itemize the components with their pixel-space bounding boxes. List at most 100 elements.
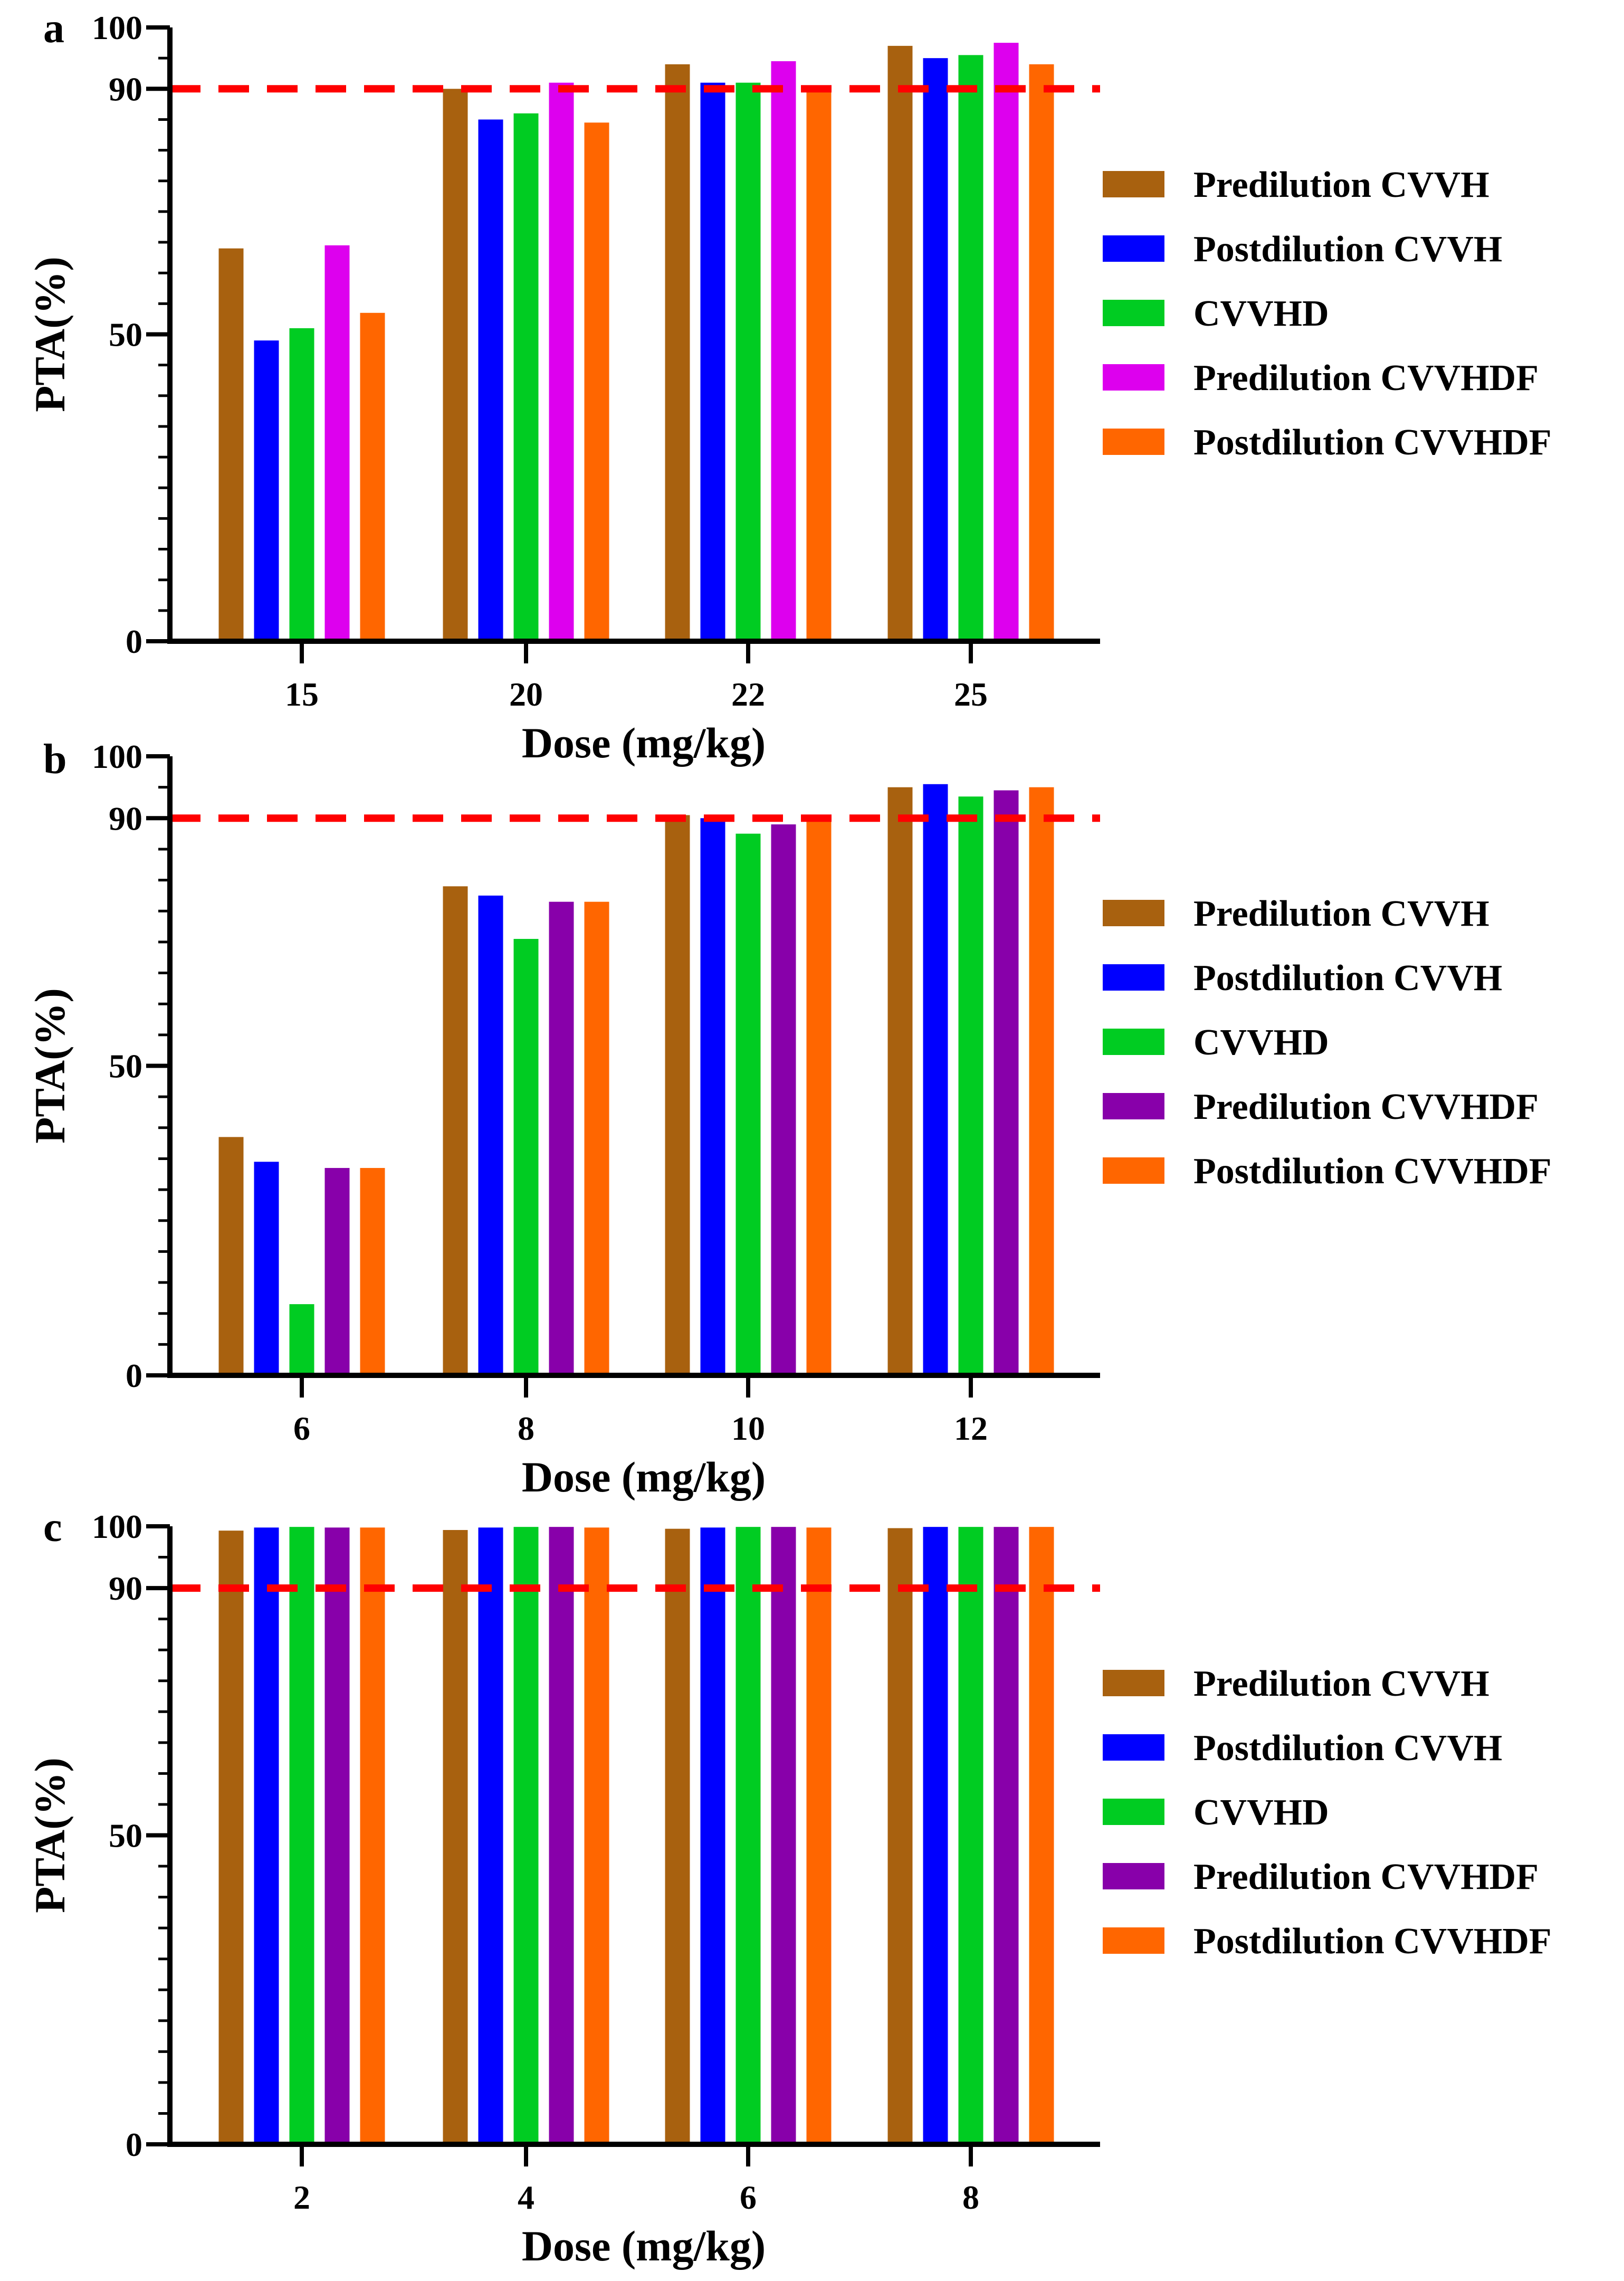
bar-a-20-5 bbox=[584, 122, 609, 641]
legend-label-a-3: CVVHD bbox=[1193, 293, 1329, 334]
y-axis-title-c: PTA(%) bbox=[26, 1757, 74, 1913]
y-tick-label-b: 0 bbox=[126, 1357, 142, 1394]
bar-c-8-3 bbox=[958, 1527, 983, 2144]
bar-c-6-1 bbox=[665, 1528, 690, 2144]
legend-label-c-1: Predilution CVVH bbox=[1193, 1664, 1489, 1704]
bar-b-12-5 bbox=[1029, 787, 1054, 1375]
legend-label-c-3: CVVHD bbox=[1193, 1792, 1329, 1833]
y-tick-label-a: 0 bbox=[126, 623, 142, 660]
bar-b-10-1 bbox=[665, 815, 690, 1375]
legend-label-b-1: Predilution CVVH bbox=[1193, 894, 1489, 934]
x-tick-label-c: 2 bbox=[293, 2179, 310, 2216]
legend-label-b-3: CVVHD bbox=[1193, 1022, 1329, 1063]
legend-swatch-b-2 bbox=[1103, 964, 1164, 991]
bar-a-15-5 bbox=[360, 312, 385, 641]
legend-swatch-b-3 bbox=[1103, 1029, 1164, 1055]
bar-c-2-5 bbox=[360, 1527, 385, 2144]
legend-label-c-2: Postdilution CVVH bbox=[1193, 1728, 1502, 1769]
bar-a-15-1 bbox=[218, 248, 244, 641]
panel-letter-b: b bbox=[43, 736, 67, 783]
x-axis-title-b: Dose (mg/kg) bbox=[522, 1453, 766, 1501]
bar-c-8-1 bbox=[887, 1528, 913, 2144]
x-tick-label-a: 15 bbox=[285, 676, 319, 713]
bar-a-22-1 bbox=[665, 64, 690, 641]
bar-c-6-4 bbox=[771, 1527, 796, 2144]
legend-label-b-2: Postdilution CVVH bbox=[1193, 958, 1502, 999]
x-axis-title-c: Dose (mg/kg) bbox=[522, 2222, 766, 2270]
x-tick-label-b: 10 bbox=[731, 1410, 765, 1447]
bar-c-2-2 bbox=[254, 1527, 279, 2144]
bar-c-8-4 bbox=[993, 1527, 1019, 2144]
bar-a-15-2 bbox=[254, 340, 279, 641]
legend-label-a-2: Postdilution CVVH bbox=[1193, 229, 1502, 270]
y-tick-label-c: 50 bbox=[109, 1817, 142, 1855]
bar-b-8-2 bbox=[478, 895, 503, 1375]
bar-c-6-2 bbox=[700, 1527, 725, 2144]
bar-c-4-3 bbox=[513, 1527, 539, 2144]
y-tick-label-c: 0 bbox=[126, 2126, 142, 2163]
bar-b-6-3 bbox=[289, 1304, 314, 1375]
bar-c-2-3 bbox=[289, 1527, 314, 2144]
y-tick-label-b: 90 bbox=[109, 800, 142, 837]
panel-a: a 0 50 90 100 15 20 22 25 Dose (mg/kg) PTA(%) Predi… bbox=[26, 5, 1552, 767]
bar-c-4-1 bbox=[443, 1530, 468, 2144]
legend-label-a-5: Postdilution CVVHDF bbox=[1193, 422, 1552, 463]
bar-a-20-3 bbox=[513, 113, 539, 641]
bar-c-2-1 bbox=[218, 1531, 244, 2144]
legend-swatch-c-2 bbox=[1103, 1734, 1164, 1761]
legend-swatch-a-3 bbox=[1103, 300, 1164, 326]
legend-label-a-1: Predilution CVVH bbox=[1193, 165, 1489, 205]
y-tick-label-a: 100 bbox=[92, 9, 142, 46]
bar-a-25-4 bbox=[993, 43, 1019, 642]
y-tick-label-a: 90 bbox=[109, 70, 142, 108]
legend-label-c-5: Postdilution CVVHDF bbox=[1193, 1921, 1552, 1962]
x-tick-label-a: 25 bbox=[954, 676, 988, 713]
legend-swatch-c-1 bbox=[1103, 1670, 1164, 1696]
bar-a-22-2 bbox=[700, 82, 725, 641]
legend-swatch-a-5 bbox=[1103, 429, 1164, 455]
bar-b-12-3 bbox=[958, 796, 983, 1375]
bar-a-25-2 bbox=[923, 58, 948, 641]
bar-a-25-1 bbox=[887, 45, 913, 641]
bar-c-4-2 bbox=[478, 1527, 503, 2144]
bar-c-6-3 bbox=[735, 1527, 761, 2144]
legend-label-c-4: Predilution CVVHDF bbox=[1193, 1857, 1539, 1897]
y-tick-label-c: 100 bbox=[92, 1508, 142, 1545]
x-tick-label-b: 6 bbox=[293, 1410, 310, 1447]
panel-letter-a: a bbox=[43, 5, 64, 52]
bar-b-8-1 bbox=[443, 886, 468, 1375]
y-tick-label-a: 50 bbox=[109, 316, 142, 354]
bar-a-20-2 bbox=[478, 119, 503, 641]
bar-b-10-3 bbox=[735, 833, 761, 1375]
bar-c-8-5 bbox=[1029, 1527, 1054, 2144]
bar-a-25-3 bbox=[958, 55, 983, 642]
bar-c-4-4 bbox=[549, 1527, 574, 2144]
bar-b-10-5 bbox=[806, 818, 832, 1375]
legend-label-a-4: Predilution CVVHDF bbox=[1193, 358, 1539, 398]
bar-b-8-4 bbox=[549, 901, 574, 1375]
bar-a-22-5 bbox=[806, 89, 832, 641]
legend-swatch-a-4 bbox=[1103, 364, 1164, 391]
bar-b-10-4 bbox=[771, 824, 796, 1375]
legend-label-b-5: Postdilution CVVHDF bbox=[1193, 1151, 1552, 1192]
bar-a-15-3 bbox=[289, 328, 314, 641]
bar-b-12-2 bbox=[923, 784, 948, 1375]
legend-swatch-c-5 bbox=[1103, 1927, 1164, 1954]
legend-label-b-4: Predilution CVVHDF bbox=[1193, 1087, 1539, 1127]
legend-swatch-a-1 bbox=[1103, 171, 1164, 197]
legend-swatch-c-3 bbox=[1103, 1799, 1164, 1825]
x-tick-label-a: 20 bbox=[509, 676, 543, 713]
panel-b: b 0 50 90 100 6 8 10 12 Dose (mg/kg) PTA(%) Predilu… bbox=[26, 736, 1552, 1501]
bar-a-25-5 bbox=[1029, 64, 1054, 641]
bar-b-10-2 bbox=[700, 818, 725, 1375]
x-tick-label-b: 8 bbox=[518, 1410, 534, 1447]
y-tick-label-b: 50 bbox=[109, 1048, 142, 1085]
bar-a-22-4 bbox=[771, 61, 796, 642]
y-axis-title-b: PTA(%) bbox=[26, 988, 74, 1144]
panel-c: c 0 50 90 100 2 4 6 8 Dose (mg/kg) PTA(%) Prediluti… bbox=[26, 1504, 1552, 2270]
bar-b-6-4 bbox=[324, 1168, 350, 1375]
x-tick-label-c: 8 bbox=[962, 2179, 979, 2216]
y-axis-title-a: PTA(%) bbox=[26, 256, 74, 412]
bar-b-12-4 bbox=[993, 790, 1019, 1375]
